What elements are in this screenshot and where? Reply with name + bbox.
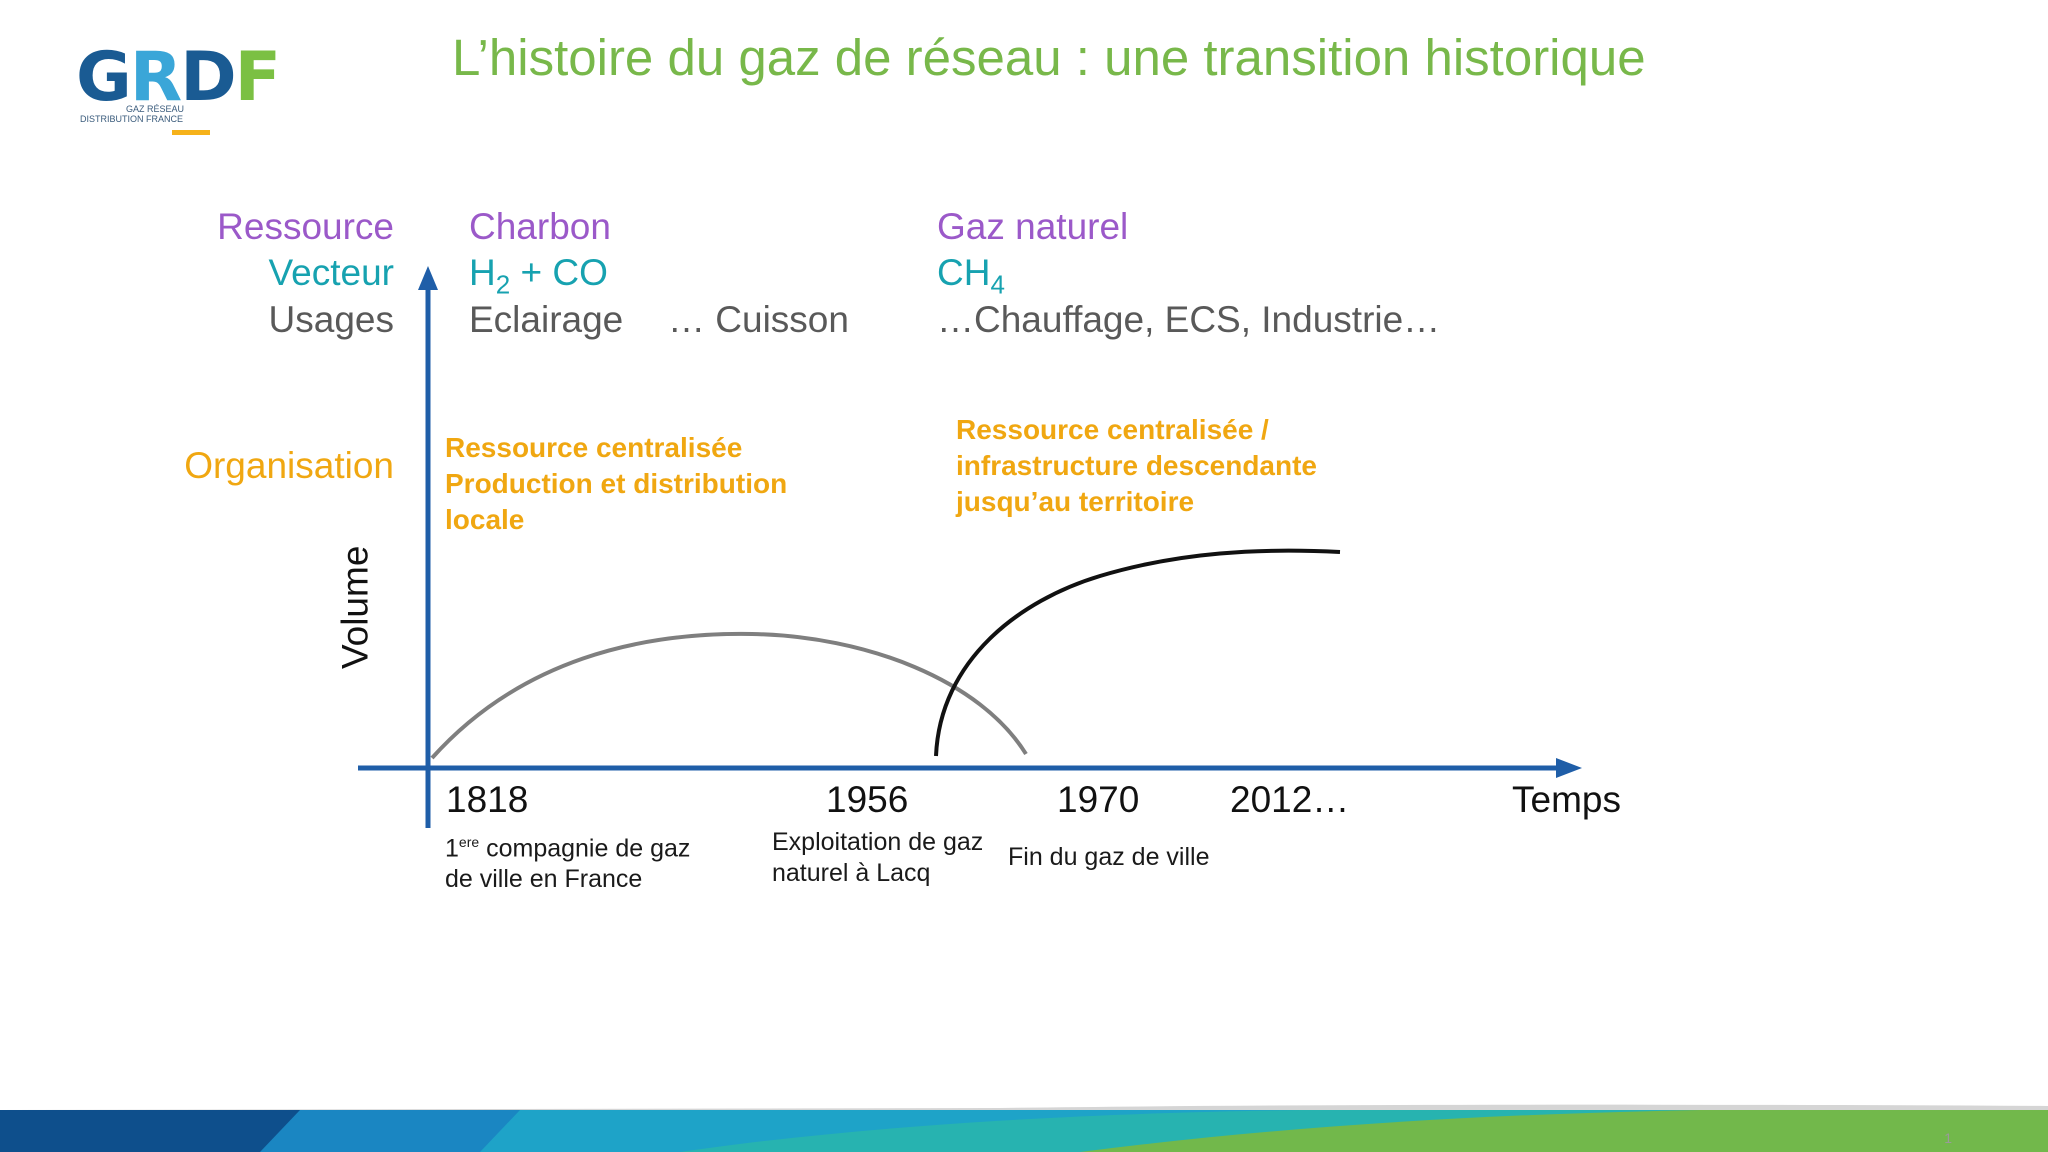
x-axis-label: Temps xyxy=(1512,779,1621,820)
note-1970: Fin du gaz de ville xyxy=(1008,843,1210,871)
footer-band xyxy=(0,1104,2048,1152)
logo-subtitle-2: DISTRIBUTION FRANCE xyxy=(80,114,184,124)
row-label-vecteur: Vecteur xyxy=(268,252,394,293)
x-axis-arrowhead xyxy=(1556,758,1582,778)
natural-gas-curve xyxy=(934,548,1341,757)
grdf-logo: GRDF GAZ RÉSEAU DISTRIBUTION FRANCE xyxy=(76,44,316,144)
row-label-usages: Usages xyxy=(268,299,394,340)
slide-title: L’histoire du gaz de réseau : une transi… xyxy=(452,29,1646,86)
y-axis-arrowhead xyxy=(418,266,438,290)
y-axis-label: Volume xyxy=(334,545,376,669)
era1-organisation: Ressource centralisée Production et dist… xyxy=(445,432,788,535)
year-2012: 2012… xyxy=(1230,779,1350,820)
logo-wordmark: GRDF xyxy=(76,38,281,117)
logo-subtitle-1: GAZ RÉSEAU xyxy=(126,104,185,114)
logo-accent-bar xyxy=(172,130,210,135)
note-1956: Exploitation de gaz naturel à Lacq xyxy=(772,828,984,887)
note-1818: 1ere compagnie de gaz de ville en France xyxy=(445,834,691,894)
year-1818: 1818 xyxy=(446,779,529,820)
era2-usages: …Chauffage, ECS, Industrie… xyxy=(937,299,1441,340)
year-1956: 1956 xyxy=(826,779,909,820)
town-gas-curve xyxy=(430,631,1028,760)
row-label-organisation: Organisation xyxy=(184,445,394,486)
era2-organisation: Ressource centralisée / infrastructure d… xyxy=(956,414,1317,517)
page-number: 1 xyxy=(1944,1130,1952,1146)
era2-ressource: Gaz naturel xyxy=(937,206,1129,247)
row-label-ressource: Ressource xyxy=(217,206,394,247)
era1-usage-eclairage: Eclairage xyxy=(469,299,624,340)
era2-vecteur: CH4 xyxy=(937,252,1005,300)
era1-usage-cuisson: … Cuisson xyxy=(668,299,849,340)
year-1970: 1970 xyxy=(1057,779,1140,820)
era1-vecteur: H2 + CO xyxy=(469,252,608,300)
era1-ressource: Charbon xyxy=(469,206,611,247)
